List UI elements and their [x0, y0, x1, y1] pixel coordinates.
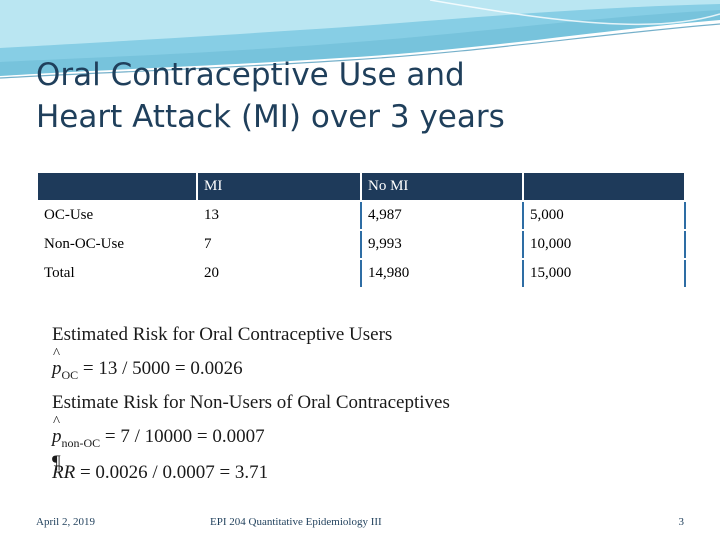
- footer-date: April 2, 2019: [36, 516, 95, 528]
- table-cell: 7: [196, 229, 362, 260]
- table-row-label: Total: [36, 258, 198, 289]
- title-line-2: Heart Attack (MI) over 3 years: [36, 99, 505, 135]
- formula-relative-risk: RR = 0.0026 / 0.0007 = 3.71: [52, 462, 268, 484]
- formula-heading-oc-users: Estimated Risk for Oral Contraceptive Us…: [52, 324, 393, 345]
- table-cell: 5,000: [522, 200, 686, 231]
- p-hat-symbol: ^ p: [52, 414, 62, 447]
- risk-formula-block: Estimated Risk for Oral Contraceptive Us…: [50, 322, 570, 492]
- table-header-cell: MI: [196, 171, 362, 202]
- formula-expression: = 0.0026 / 0.0007 = 3.71: [79, 462, 269, 483]
- header-wave-decoration: [0, 0, 720, 79]
- table-cell: 13: [196, 200, 362, 231]
- footer-course: EPI 204 Quantitative Epidemiology III: [210, 516, 382, 528]
- table-cell: 10,000: [522, 229, 686, 260]
- title-line-1: Oral Contraceptive Use and: [36, 57, 465, 93]
- formula-expression: = 7 / 10000 = 0.0007: [104, 426, 265, 447]
- contingency-table: MI No MI OC-Use 13 4,987 5,000 Non-OC-Us…: [36, 171, 686, 289]
- formula-non-oc-risk: ^ pnon-OC = 7 / 10000 = 0.0007: [52, 414, 265, 451]
- table-cell: 9,993: [360, 229, 524, 260]
- table-row: Total 20 14,980 15,000: [36, 258, 686, 289]
- formula-subscript: non-OC: [61, 435, 101, 450]
- footer-page-number: 3: [678, 516, 685, 528]
- table-header-cell: [36, 171, 198, 202]
- table-row: Non-OC-Use 7 9,993 10,000: [36, 229, 686, 260]
- p-hat-symbol: ^ p: [52, 346, 62, 379]
- table-header-cell: [522, 171, 686, 202]
- table-row-label: OC-Use: [36, 200, 198, 231]
- table-row: OC-Use 13 4,987 5,000: [36, 200, 686, 231]
- table-cell: 14,980: [360, 258, 524, 289]
- table-cell: 20: [196, 258, 362, 289]
- table-cell: 15,000: [522, 258, 686, 289]
- table-cell: 4,987: [360, 200, 524, 231]
- table-row-label: Non-OC-Use: [36, 229, 198, 260]
- slide-title: Oral Contraceptive Use and Heart Attack …: [36, 54, 676, 138]
- table-header-row: MI No MI: [36, 171, 686, 202]
- formula-expression: = 13 / 5000 = 0.0026: [82, 358, 243, 379]
- table-header-cell: No MI: [360, 171, 524, 202]
- formula-subscript: OC: [61, 367, 79, 382]
- formula-heading-non-users: Estimate Risk for Non-Users of Oral Cont…: [52, 392, 450, 413]
- paragraph-mark-icon: ¶: [52, 452, 61, 473]
- formula-oc-risk: ^ pOC = 13 / 5000 = 0.0026: [52, 346, 243, 383]
- rr-symbol: RR: [52, 462, 76, 483]
